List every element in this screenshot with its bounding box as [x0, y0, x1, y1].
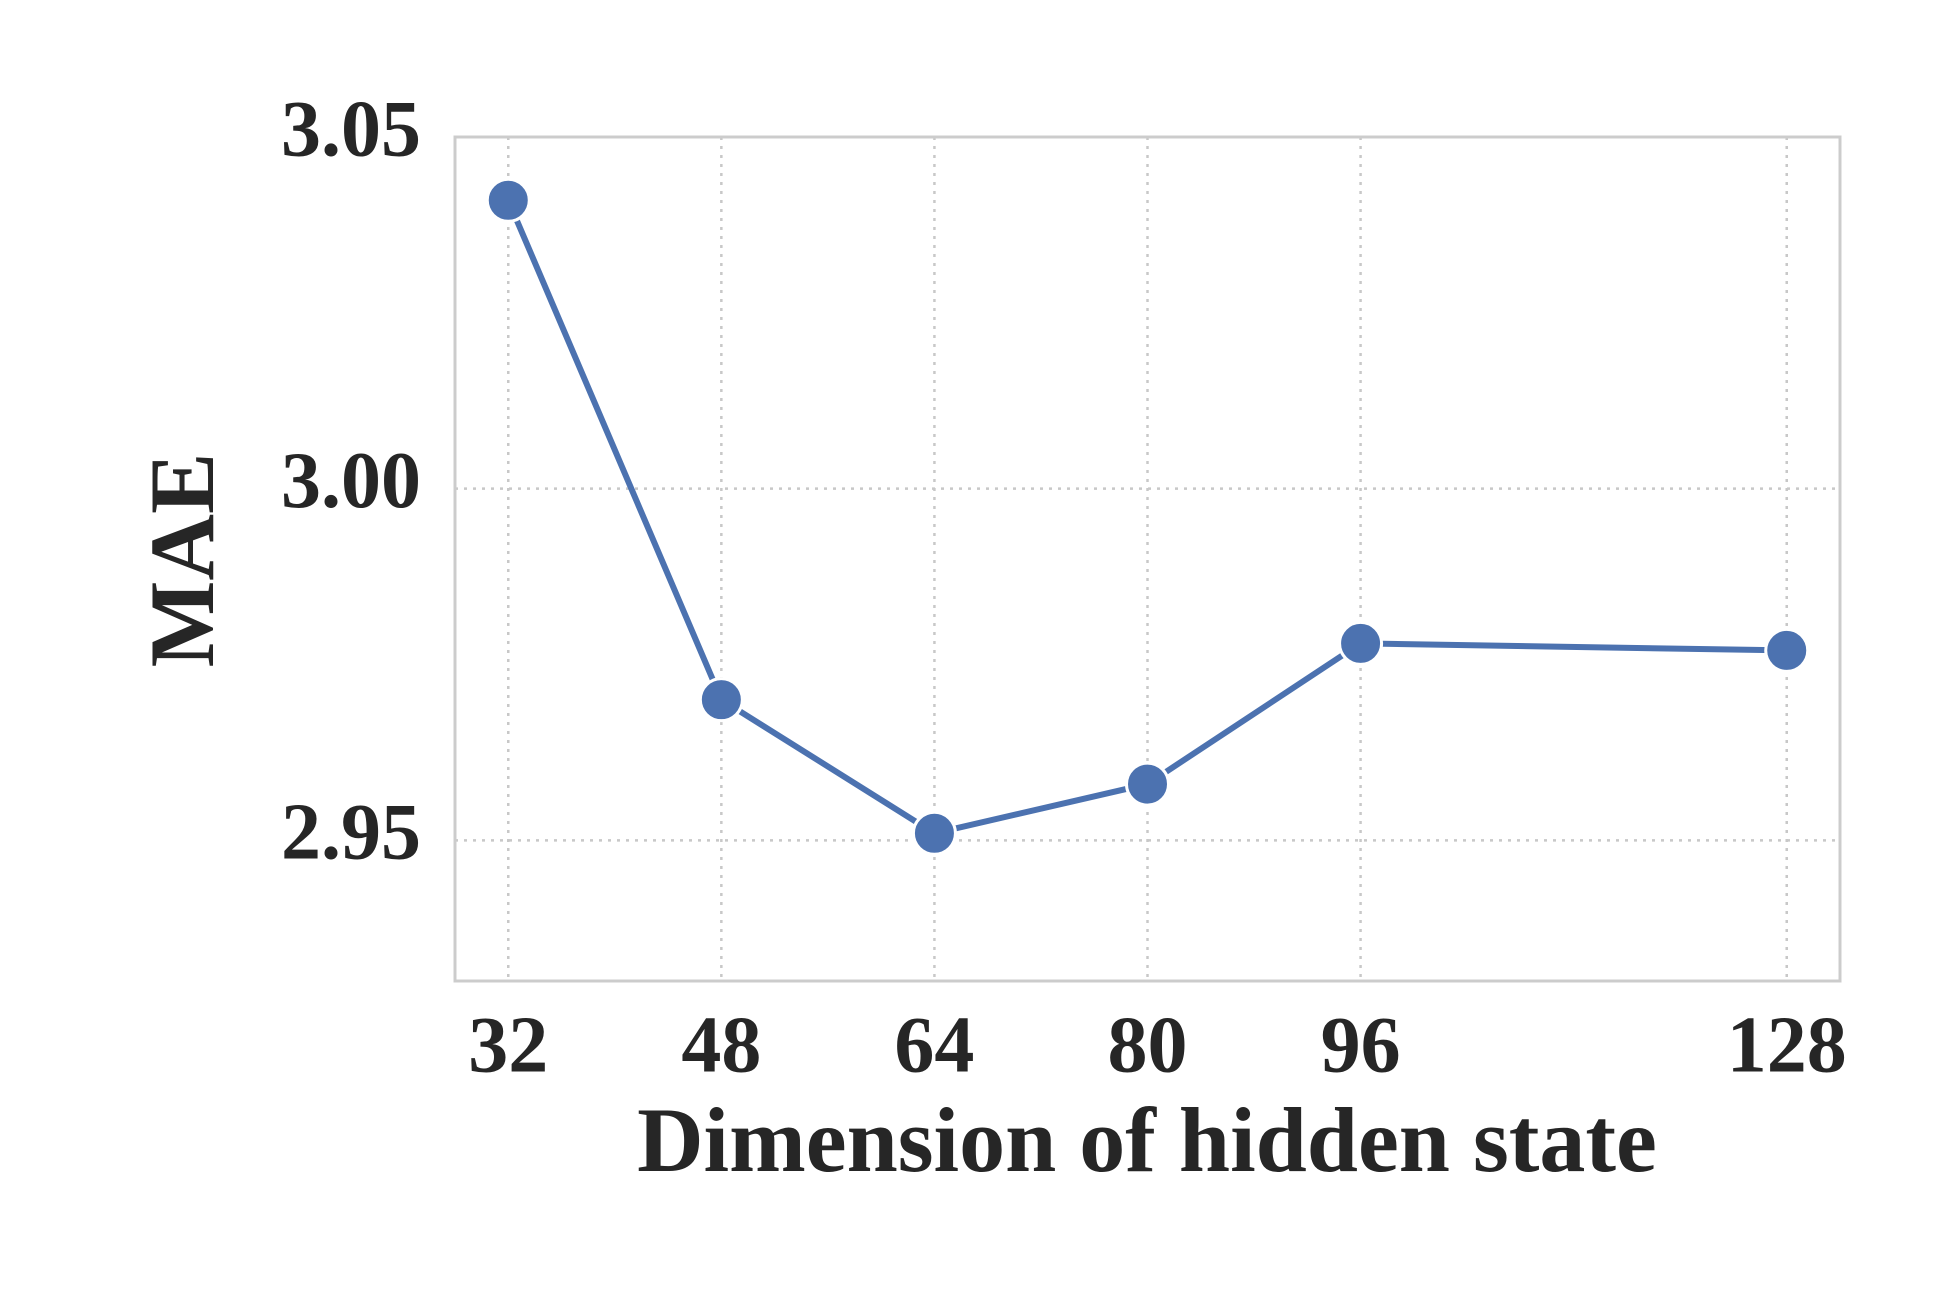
- data-line: [505, 199, 1787, 837]
- data-point: [485, 177, 531, 223]
- x-tick-label: 96: [1321, 1001, 1401, 1089]
- data-point: [911, 810, 957, 856]
- data-point: [1125, 761, 1170, 807]
- x-tick-label: 48: [681, 1001, 761, 1089]
- x-tick-label: 128: [1727, 1001, 1847, 1089]
- y-tick-label: 3.00: [281, 437, 421, 525]
- data-point: [698, 677, 744, 723]
- y-axis-label: MAE: [131, 453, 233, 668]
- x-axis-label: Dimension of hidden state: [637, 1089, 1657, 1191]
- x-tick-label: 80: [1108, 1001, 1188, 1089]
- plot-frame: [453, 135, 1842, 983]
- y-tick-label: 3.05: [281, 85, 421, 173]
- y-tick-label: 2.95: [281, 789, 421, 877]
- data-point: [1338, 620, 1384, 666]
- x-tick-label: 64: [894, 1001, 974, 1089]
- data-point: [1764, 627, 1810, 673]
- x-tick-label: 32: [468, 1001, 548, 1089]
